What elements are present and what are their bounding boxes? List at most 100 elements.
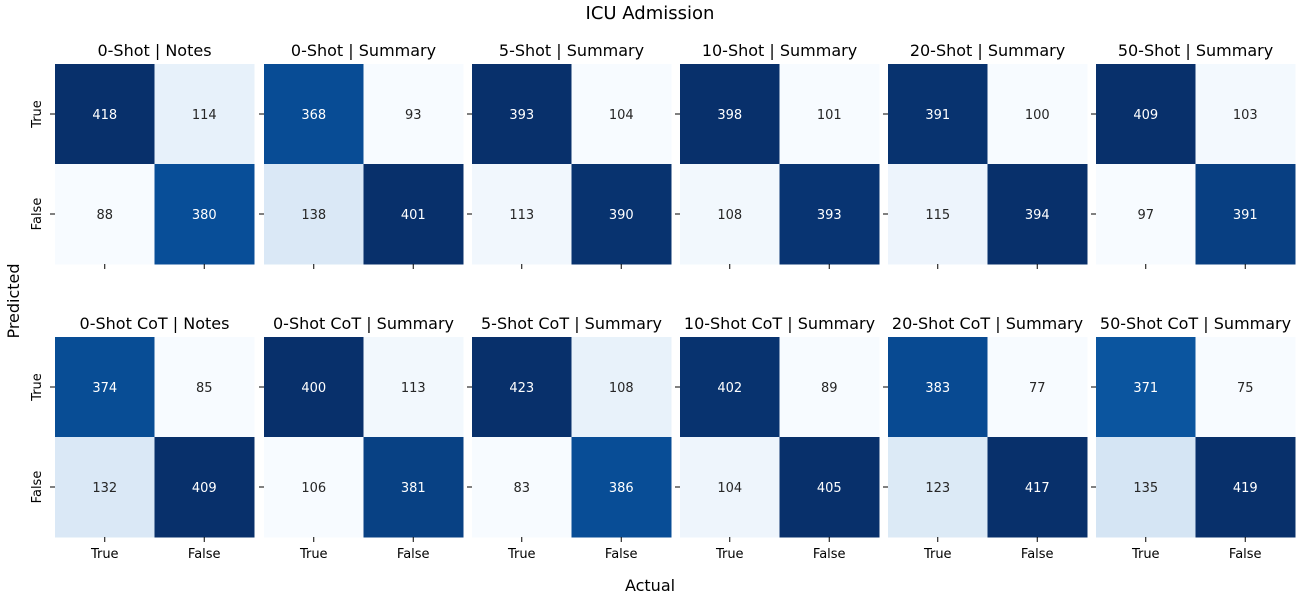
heatmap-cell (1195, 337, 1296, 438)
cell-value-label: 83 (513, 481, 530, 496)
heatmap-panel: 0-Shot CoT | Notes 374 85 132 409 True False Tr… (30, 314, 255, 562)
cell-value-label: 113 (401, 381, 426, 396)
heatmap-panel: 0-Shot | Summary 368 93 138 401 (259, 41, 464, 269)
cell-value-label: 401 (401, 208, 426, 223)
cell-value-label: 108 (609, 381, 634, 396)
heatmap-cell (1195, 437, 1296, 538)
heatmap-cell (888, 437, 988, 538)
heatmap-cell (154, 64, 255, 165)
heatmap-cell (55, 337, 155, 438)
heatmap-cell (55, 164, 155, 265)
heatmap-panel: 5-Shot CoT | Summary 423 108 83 386 True False (467, 314, 672, 562)
y-axis-label: Predicted (4, 263, 23, 338)
heatmap-cell (779, 437, 880, 538)
panel-title: 20-Shot | Summary (910, 41, 1065, 60)
heatmap-panel: 10-Shot | Summary 398 101 108 393 (675, 41, 880, 269)
heatmap-panel: 0-Shot | Notes 418 114 88 380 True False (30, 41, 255, 269)
heatmap-cell (680, 337, 780, 438)
cell-value-label: 371 (1133, 381, 1158, 396)
cell-value-label: 115 (925, 208, 950, 223)
panel-title: 5-Shot CoT | Summary (481, 314, 662, 333)
heatmap-cell (571, 64, 672, 165)
heatmap-cell (264, 64, 364, 165)
x-tick-label: True (715, 547, 744, 562)
cell-value-label: 97 (1137, 208, 1154, 223)
cell-value-label: 374 (92, 381, 117, 396)
panel-title: 5-Shot | Summary (499, 41, 644, 60)
x-tick-label: False (605, 547, 638, 562)
y-tick-label: False (30, 198, 45, 231)
heatmap-panel: 50-Shot CoT | Summary 371 75 135 419 True Fals… (1091, 314, 1296, 562)
cell-value-label: 400 (301, 381, 326, 396)
cell-value-label: 138 (301, 208, 326, 223)
panel-title: 10-Shot CoT | Summary (684, 314, 875, 333)
heatmap-cell (472, 164, 572, 265)
heatmap-cell (1096, 437, 1196, 538)
heatmap-cell (779, 64, 880, 165)
heatmap-cell (363, 437, 464, 538)
cell-value-label: 402 (717, 381, 742, 396)
heatmap-cell (55, 437, 155, 538)
panel-title: 0-Shot | Summary (291, 41, 436, 60)
heatmap-cell (55, 64, 155, 165)
heatmap-cell (472, 64, 572, 165)
cell-value-label: 386 (609, 481, 634, 496)
x-tick-label: True (923, 547, 952, 562)
heatmap-cell (154, 164, 255, 265)
cell-value-label: 390 (609, 208, 634, 223)
heatmap-cell (154, 437, 255, 538)
cell-value-label: 381 (401, 481, 426, 496)
heatmap-cell (1195, 164, 1296, 265)
cell-value-label: 104 (717, 481, 742, 496)
cell-value-label: 103 (1233, 108, 1258, 123)
x-tick-label: False (188, 547, 221, 562)
cell-value-label: 75 (1237, 381, 1254, 396)
panel-title: 50-Shot | Summary (1118, 41, 1273, 60)
cell-value-label: 93 (405, 108, 422, 123)
cell-value-label: 393 (509, 108, 534, 123)
cell-value-label: 417 (1025, 481, 1050, 496)
panel-title: 20-Shot CoT | Summary (892, 314, 1083, 333)
cell-value-label: 405 (817, 481, 842, 496)
cell-value-label: 380 (192, 208, 217, 223)
cell-value-label: 368 (301, 108, 326, 123)
cell-value-label: 100 (1025, 108, 1050, 123)
x-tick-label: False (1021, 547, 1054, 562)
heatmap-cell (1096, 64, 1196, 165)
panel-title: 0-Shot CoT | Summary (273, 314, 454, 333)
cell-value-label: 88 (96, 208, 113, 223)
heatmap-cell (1096, 337, 1196, 438)
y-tick-label: True (30, 100, 45, 129)
heatmap-panel: 20-Shot | Summary 391 100 115 394 (883, 41, 1088, 269)
heatmap-cell (472, 437, 572, 538)
heatmap-cell (779, 164, 880, 265)
heatmap-cell (1096, 164, 1196, 265)
panel-title: 50-Shot CoT | Summary (1100, 314, 1291, 333)
heatmap-cell (987, 164, 1088, 265)
heatmap-cell (680, 164, 780, 265)
heatmap-cell (264, 164, 364, 265)
x-tick-label: True (1131, 547, 1160, 562)
cell-value-label: 419 (1233, 481, 1258, 496)
cell-value-label: 89 (821, 381, 838, 396)
cell-value-label: 101 (817, 108, 842, 123)
cell-value-label: 398 (717, 108, 742, 123)
x-axis-label: Actual (625, 576, 675, 595)
heatmap-cell (571, 337, 672, 438)
cell-value-label: 132 (92, 481, 117, 496)
cell-value-label: 113 (509, 208, 534, 223)
heatmap-cell (888, 164, 988, 265)
heatmap-panel: 20-Shot CoT | Summary 383 77 123 417 True Fals… (883, 314, 1088, 562)
x-tick-label: False (1229, 547, 1262, 562)
heatmap-panel: 10-Shot CoT | Summary 402 89 104 405 True Fals… (675, 314, 880, 562)
cell-value-label: 77 (1029, 381, 1046, 396)
heatmap-cell (363, 64, 464, 165)
heatmap-cell (680, 64, 780, 165)
heatmap-cell (680, 437, 780, 538)
x-tick-label: True (90, 547, 119, 562)
cell-value-label: 409 (192, 481, 217, 496)
x-tick-label: True (507, 547, 536, 562)
heatmap-cell (987, 437, 1088, 538)
heatmap-cell (888, 64, 988, 165)
